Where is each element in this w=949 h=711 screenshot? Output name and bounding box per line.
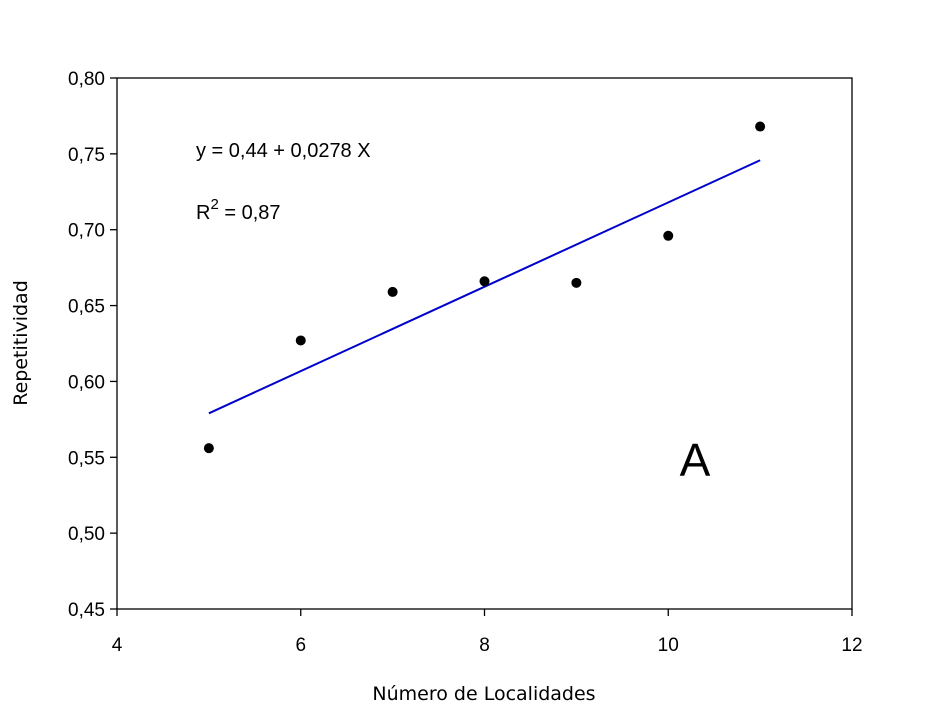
x-tick-label: 10 — [658, 635, 679, 656]
r-squared-value: = 0,87 — [219, 202, 281, 224]
x-tick-label: 8 — [479, 635, 490, 656]
x-tick-label: 12 — [841, 635, 862, 656]
data-point — [387, 286, 398, 297]
y-axis-ticks: 0,45 0,50 0,55 0,60 0,65 0,70 0,75 0,80 — [68, 69, 117, 621]
y-tick-label: 0,50 — [68, 524, 105, 545]
data-points — [203, 121, 766, 454]
regression-line — [208, 159, 761, 415]
y-tick-label: 0,80 — [68, 69, 105, 90]
y-tick-label: 0,45 — [68, 600, 105, 621]
y-tick-label: 0,60 — [68, 372, 105, 393]
panel-label: A — [680, 434, 711, 486]
x-tick-label: 4 — [112, 635, 123, 656]
r-squared-exponent: 2 — [210, 196, 218, 213]
x-axis-title: Número de Localidades — [372, 683, 595, 705]
data-point — [755, 121, 766, 132]
y-tick-label: 0,65 — [68, 297, 105, 318]
y-axis-title: Repetitividad — [10, 280, 32, 406]
data-point — [663, 230, 674, 241]
y-tick-label: 0,75 — [68, 145, 105, 166]
x-tick-label: 6 — [295, 635, 306, 656]
regression-equation: y = 0,44 + 0,0278 X — [196, 140, 371, 162]
r-squared-prefix: R — [196, 202, 210, 224]
x-axis-ticks: 4 6 8 10 12 — [112, 609, 863, 656]
y-tick-label: 0,70 — [68, 221, 105, 242]
regression-layer — [208, 159, 761, 415]
data-point — [571, 277, 582, 288]
data-point — [479, 276, 490, 287]
data-point — [203, 443, 214, 454]
data-point — [295, 335, 306, 346]
r-squared-annotation: R2 = 0,87 — [196, 196, 281, 224]
y-tick-label: 0,55 — [68, 448, 105, 469]
